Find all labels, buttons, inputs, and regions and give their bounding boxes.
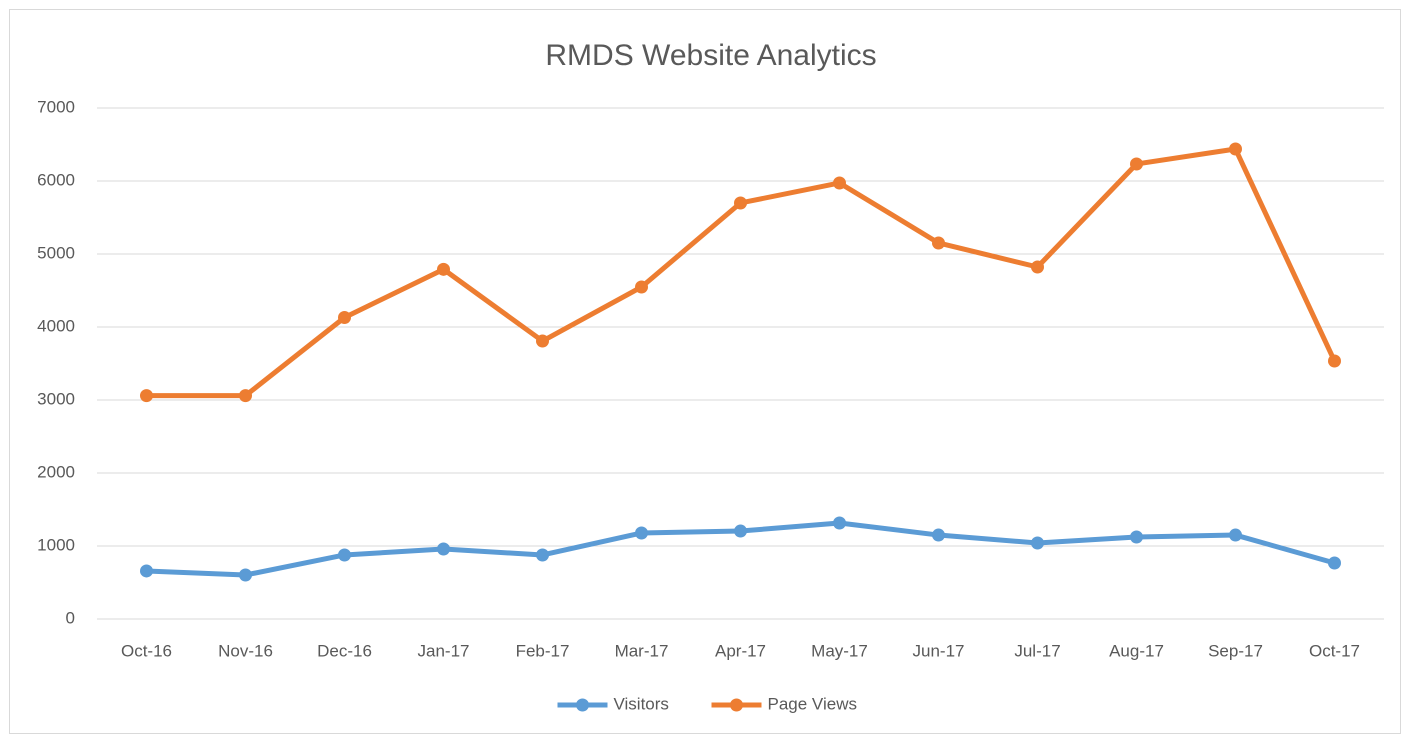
point [1031,536,1044,550]
x-tick-label: Nov-16 [218,641,273,660]
chart-border [9,9,1401,734]
x-tick-label: Oct-16 [121,641,172,660]
point [635,280,648,294]
x-tick-label: Sep-17 [1208,641,1263,660]
point [239,568,252,582]
point [437,262,450,276]
point [1328,354,1341,368]
legend-label: Page Views [768,694,857,713]
point [635,526,648,540]
y-tick-label: 1000 [37,535,75,554]
point [734,524,747,538]
point [932,236,945,250]
legend-label: Visitors [614,694,669,713]
x-tick-label: Oct-17 [1309,641,1360,660]
point [1031,260,1044,274]
point [734,196,747,210]
y-tick-label: 3000 [37,389,75,408]
point [338,311,351,325]
point [833,176,846,190]
x-tick-label: Aug-17 [1109,641,1164,660]
point [140,564,153,578]
legend-marker [730,698,743,712]
x-tick-label: Feb-17 [516,641,570,660]
chart-title: RMDS Website Analytics [545,39,876,72]
point [239,389,252,403]
y-tick-label: 6000 [37,170,75,189]
point [140,389,153,403]
x-tick-label: May-17 [811,641,868,660]
point [1130,157,1143,171]
point [536,548,549,562]
legend-marker [576,698,589,712]
point [833,516,846,530]
x-tick-label: Mar-17 [615,641,669,660]
y-tick-label: 7000 [37,97,75,116]
point [1130,530,1143,544]
y-tick-label: 2000 [37,462,75,481]
x-tick-label: Jul-17 [1014,641,1060,660]
point [437,542,450,556]
y-tick-label: 5000 [37,243,75,262]
y-tick-label: 4000 [37,316,75,335]
x-tick-label: Jun-17 [913,641,965,660]
point [1328,556,1341,570]
point [932,528,945,542]
point [1229,142,1242,156]
x-tick-label: Apr-17 [715,641,766,660]
x-tick-label: Dec-16 [317,641,372,660]
point [338,548,351,562]
x-tick-label: Jan-17 [418,641,470,660]
point [1229,528,1242,542]
y-tick-label: 0 [66,608,75,627]
point [536,334,549,348]
